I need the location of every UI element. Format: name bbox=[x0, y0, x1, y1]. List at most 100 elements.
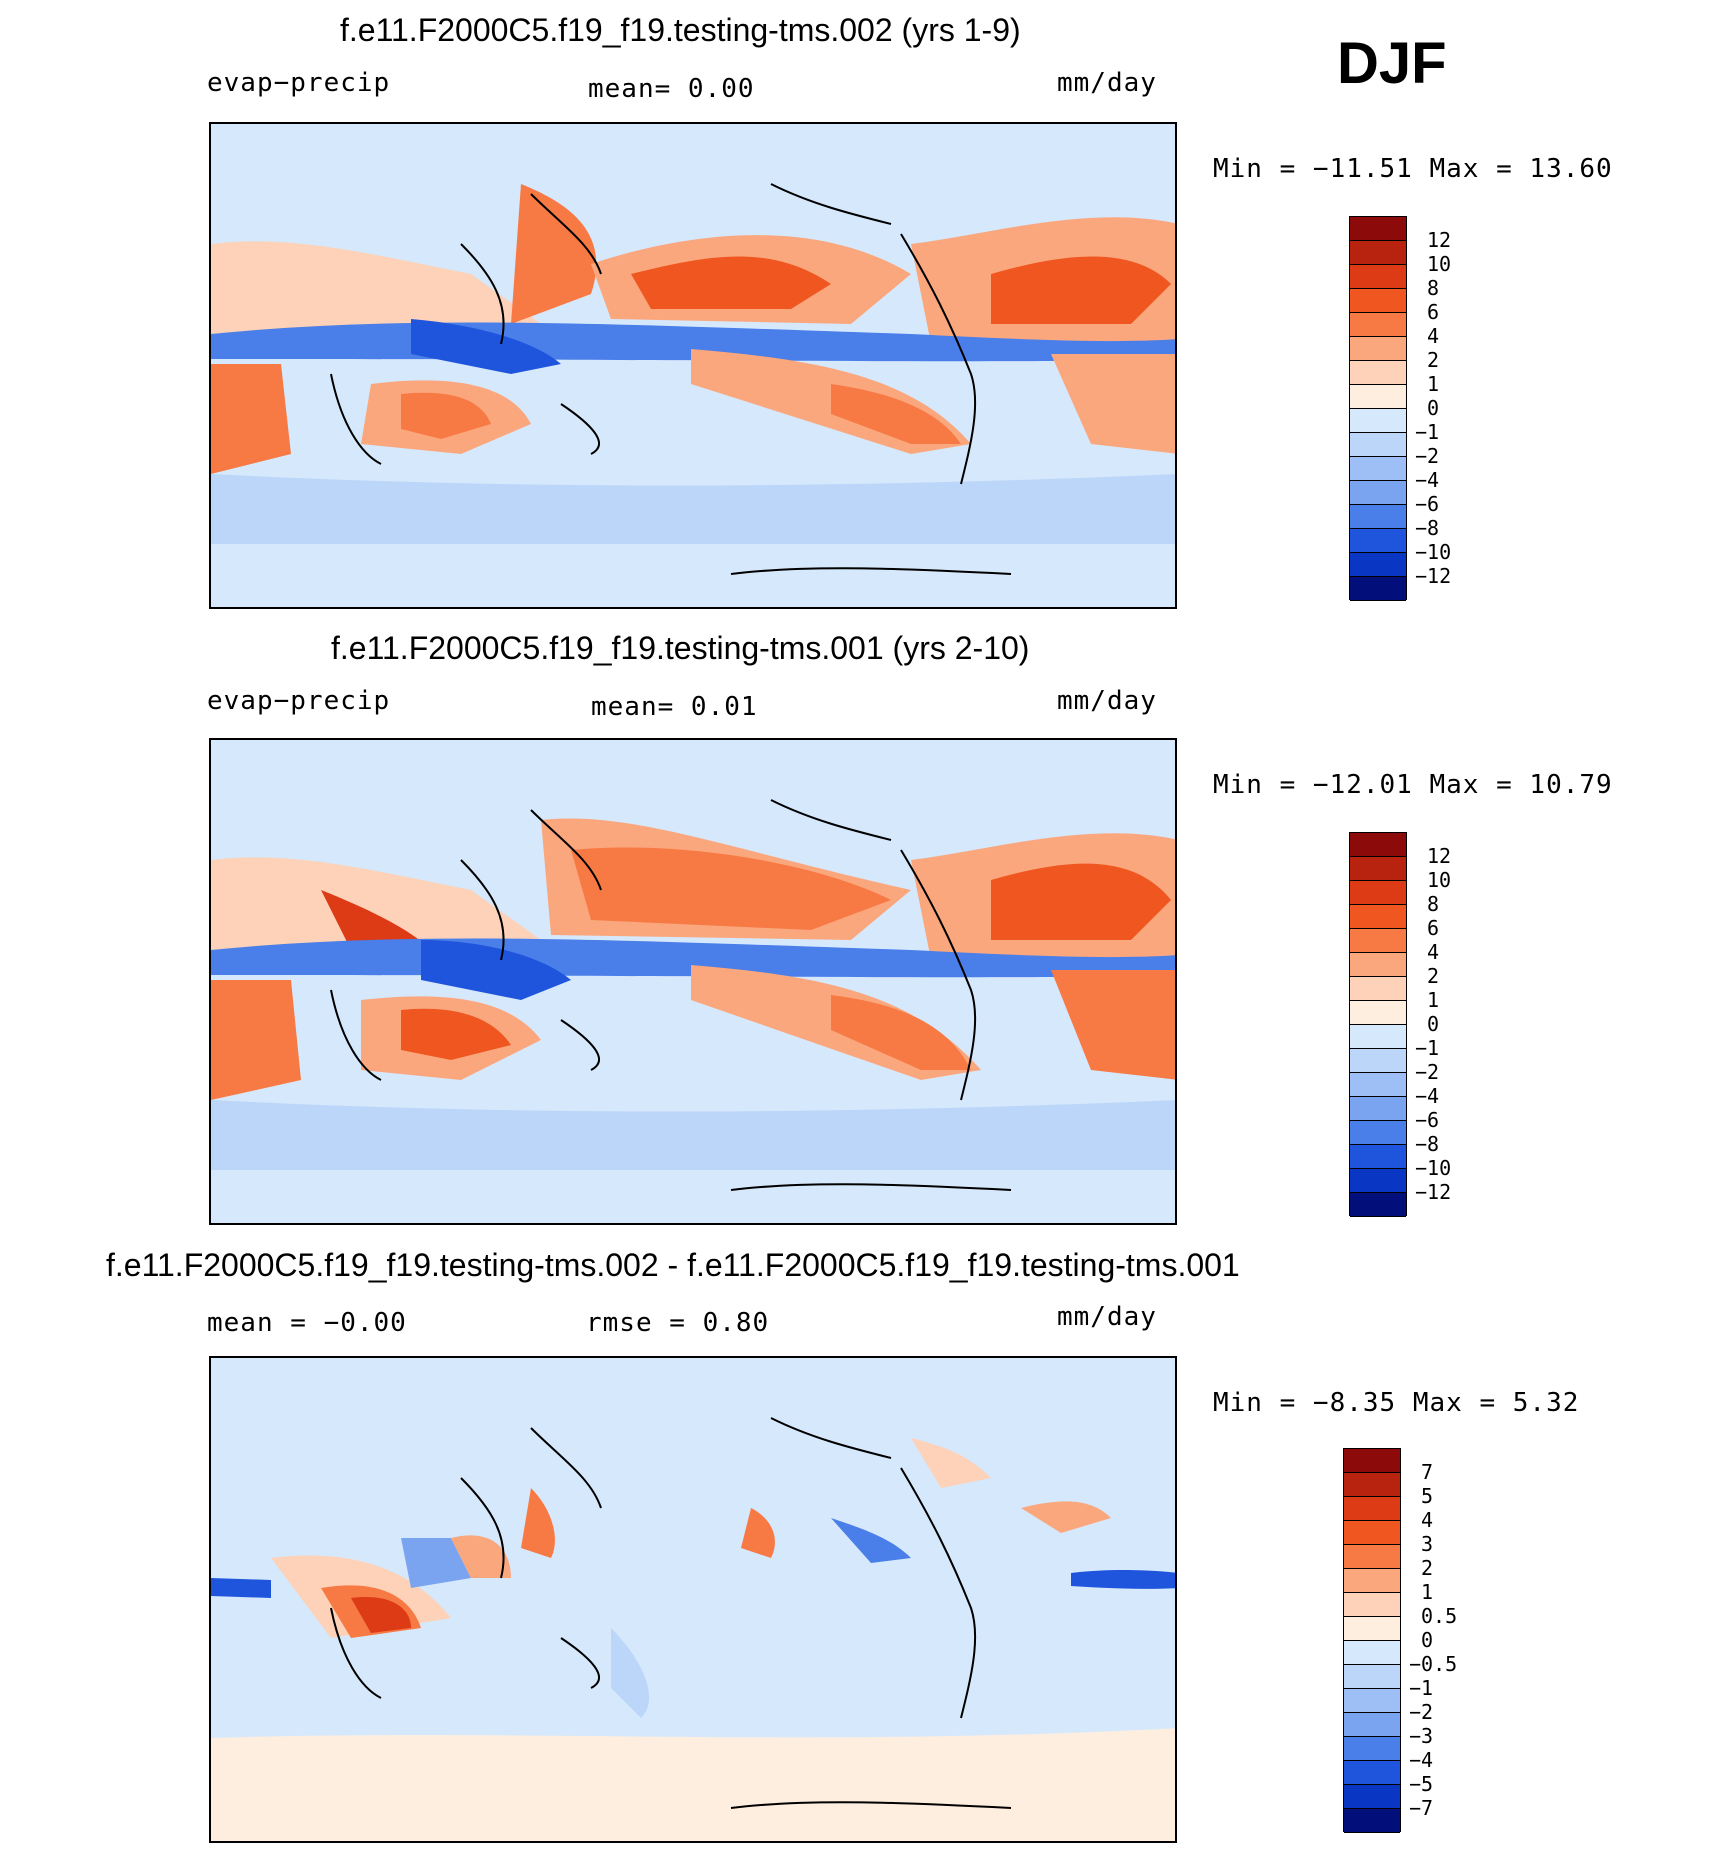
colorbar-cell bbox=[1344, 1593, 1400, 1617]
colorbar-tick-label: −0.5 bbox=[1409, 1652, 1458, 1676]
colorbar-cell bbox=[1344, 1545, 1400, 1569]
colorbar-tick-label: −6 bbox=[1415, 1108, 1440, 1132]
colorbar-cell bbox=[1344, 1689, 1400, 1713]
colorbar-cell bbox=[1344, 1497, 1400, 1521]
colorbar-tick-label: −10 bbox=[1415, 1156, 1452, 1180]
colorbar-cell bbox=[1350, 241, 1406, 265]
colorbar-cell bbox=[1350, 313, 1406, 337]
colorbar-cell bbox=[1344, 1569, 1400, 1593]
colorbar-tick-label: 6 bbox=[1427, 916, 1440, 940]
colorbar-tick-label: −4 bbox=[1415, 1084, 1440, 1108]
colorbar-cell bbox=[1344, 1641, 1400, 1665]
colorbar-tick-label: 10 bbox=[1427, 868, 1452, 892]
colorbar-cell bbox=[1344, 1665, 1400, 1689]
panel-1-variable-label: evap−precip bbox=[207, 68, 391, 98]
colorbar-cell bbox=[1350, 481, 1406, 505]
colorbar-tick-label: −4 bbox=[1415, 468, 1440, 492]
colorbar-cell bbox=[1350, 529, 1406, 553]
colorbar-cell bbox=[1350, 409, 1406, 433]
colorbar-cell bbox=[1350, 217, 1406, 241]
colorbar-cell bbox=[1350, 361, 1406, 385]
colorbar-tick-label: 2 bbox=[1427, 348, 1440, 372]
panel-3-minmax-label: Min = −8.35 Max = 5.32 bbox=[1213, 1388, 1580, 1418]
colorbar-cell bbox=[1344, 1713, 1400, 1737]
colorbar-cell bbox=[1344, 1809, 1400, 1833]
colorbar-cell bbox=[1350, 289, 1406, 313]
panel-2-map-field bbox=[211, 740, 1175, 1223]
colorbar-tick-label: 1 bbox=[1427, 988, 1440, 1012]
colorbar-cell bbox=[1350, 1145, 1406, 1169]
colorbar-cell bbox=[1344, 1785, 1400, 1809]
panel-3-map-field bbox=[211, 1358, 1175, 1841]
colorbar-tick-label: 4 bbox=[1427, 940, 1440, 964]
colorbar-tick-label: 4 bbox=[1421, 1508, 1434, 1532]
colorbar-tick-label: −5 bbox=[1409, 1772, 1434, 1796]
colorbar-cell bbox=[1344, 1761, 1400, 1785]
colorbar-tick-label: −12 bbox=[1415, 564, 1452, 588]
panel-1-minmax-label: Min = −11.51 Max = 13.60 bbox=[1213, 154, 1613, 184]
colorbar-tick-label: −12 bbox=[1415, 1180, 1452, 1204]
colorbar-tick-label: 8 bbox=[1427, 892, 1440, 916]
colorbar-tick-label: −1 bbox=[1415, 420, 1440, 444]
colorbar-cell bbox=[1350, 1169, 1406, 1193]
colorbar-cell bbox=[1350, 929, 1406, 953]
colorbar-cell bbox=[1350, 977, 1406, 1001]
colorbar-tick-label: −2 bbox=[1415, 1060, 1440, 1084]
panel-3-map bbox=[209, 1356, 1177, 1843]
panel-2-mean-label: mean= 0.01 bbox=[591, 692, 758, 722]
colorbar-tick-label: 12 bbox=[1427, 844, 1452, 868]
colorbar-cell bbox=[1350, 337, 1406, 361]
colorbar-tick-label: −6 bbox=[1415, 492, 1440, 516]
panel-2-minmax-label: Min = −12.01 Max = 10.79 bbox=[1213, 770, 1613, 800]
colorbar-cell bbox=[1344, 1617, 1400, 1641]
colorbar-cell bbox=[1350, 457, 1406, 481]
panel-2-title: f.e11.F2000C5.f19_f19.testing-tms.001 (y… bbox=[331, 630, 1030, 666]
colorbar-tick-label: 7 bbox=[1421, 1460, 1434, 1484]
panel-1-colorbar bbox=[1349, 216, 1407, 601]
colorbar-tick-label: 1 bbox=[1427, 372, 1440, 396]
colorbar-tick-label: −7 bbox=[1409, 1796, 1434, 1820]
colorbar-cell bbox=[1350, 385, 1406, 409]
colorbar-tick-label: −1 bbox=[1409, 1676, 1434, 1700]
colorbar-tick-label: 1 bbox=[1421, 1580, 1434, 1604]
colorbar-tick-label: 8 bbox=[1427, 276, 1440, 300]
colorbar-cell bbox=[1350, 553, 1406, 577]
colorbar-cell bbox=[1350, 1001, 1406, 1025]
colorbar-cell bbox=[1350, 1049, 1406, 1073]
colorbar-cell bbox=[1344, 1521, 1400, 1545]
colorbar-tick-label: 0.5 bbox=[1421, 1604, 1458, 1628]
season-label: DJF bbox=[1337, 31, 1447, 96]
colorbar-tick-label: 12 bbox=[1427, 228, 1452, 252]
colorbar-cell bbox=[1350, 1121, 1406, 1145]
colorbar-tick-label: −3 bbox=[1409, 1724, 1434, 1748]
panel-2-colorbar bbox=[1349, 832, 1407, 1217]
panel-1-map-field bbox=[211, 124, 1175, 607]
colorbar-cell bbox=[1350, 1193, 1406, 1217]
colorbar-cell bbox=[1350, 857, 1406, 881]
colorbar-cell bbox=[1350, 577, 1406, 601]
colorbar-tick-label: 10 bbox=[1427, 252, 1452, 276]
colorbar-cell bbox=[1350, 953, 1406, 977]
panel-3-units-label: mm/day bbox=[1057, 1302, 1157, 1332]
colorbar-cell bbox=[1350, 1097, 1406, 1121]
panel-3-mean-label: mean = −0.00 bbox=[207, 1308, 407, 1338]
colorbar-cell bbox=[1350, 433, 1406, 457]
colorbar-cell bbox=[1350, 505, 1406, 529]
panel-3-rmse-label: rmse = 0.80 bbox=[586, 1308, 770, 1338]
panel-2-variable-label: evap−precip bbox=[207, 686, 391, 716]
colorbar-cell bbox=[1350, 881, 1406, 905]
colorbar-cell bbox=[1344, 1473, 1400, 1497]
colorbar-cell bbox=[1350, 833, 1406, 857]
colorbar-tick-label: 3 bbox=[1421, 1532, 1434, 1556]
colorbar-tick-label: 0 bbox=[1427, 1012, 1440, 1036]
colorbar-tick-label: 2 bbox=[1421, 1556, 1434, 1580]
panel-1-title: f.e11.F2000C5.f19_f19.testing-tms.002 (y… bbox=[340, 12, 1021, 48]
colorbar-tick-label: −8 bbox=[1415, 516, 1440, 540]
colorbar-tick-label: 0 bbox=[1427, 396, 1440, 420]
colorbar-tick-label: 0 bbox=[1421, 1628, 1434, 1652]
colorbar-tick-label: 6 bbox=[1427, 300, 1440, 324]
colorbar-tick-label: −10 bbox=[1415, 540, 1452, 564]
panel-1-map bbox=[209, 122, 1177, 609]
panel-2-map bbox=[209, 738, 1177, 1225]
colorbar-tick-label: −1 bbox=[1415, 1036, 1440, 1060]
